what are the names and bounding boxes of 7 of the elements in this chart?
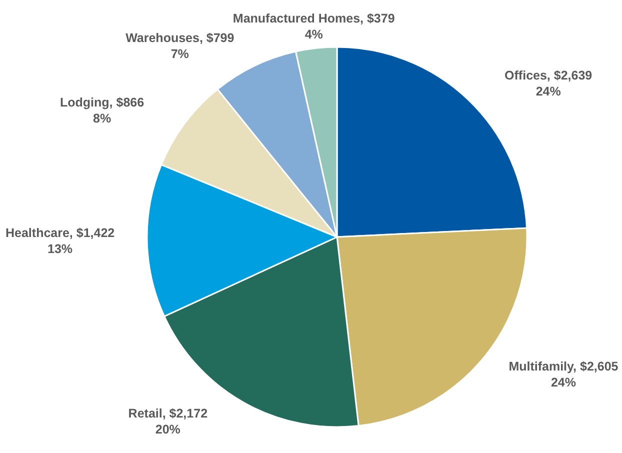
slice-label: Lodging, $866 8%: [60, 95, 144, 126]
slice-label: Healthcare, $1,422 13%: [5, 226, 115, 256]
slice-label: Warehouses, $799 7%: [126, 31, 234, 62]
slice-label: Retail, $2,172 20%: [128, 406, 208, 437]
slice-label: Multifamily, $2,605 24%: [508, 359, 618, 390]
slice-label: Manufactured Homes, $379 4%: [232, 11, 395, 42]
slice-label: Offices, $2,639 24%: [504, 68, 592, 99]
